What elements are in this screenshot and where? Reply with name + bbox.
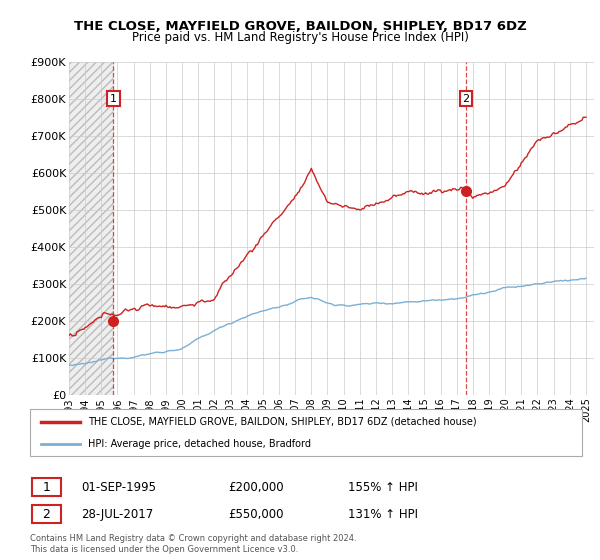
Text: Price paid vs. HM Land Registry's House Price Index (HPI): Price paid vs. HM Land Registry's House …: [131, 31, 469, 44]
FancyBboxPatch shape: [32, 478, 61, 496]
Text: 01-SEP-1995: 01-SEP-1995: [81, 480, 156, 494]
Bar: [69, 62, 113, 395]
Text: 2: 2: [43, 507, 50, 521]
Text: THE CLOSE, MAYFIELD GROVE, BAILDON, SHIPLEY, BD17 6DZ: THE CLOSE, MAYFIELD GROVE, BAILDON, SHIP…: [74, 20, 526, 32]
Text: 2: 2: [463, 94, 470, 104]
FancyBboxPatch shape: [32, 505, 61, 523]
Text: £200,000: £200,000: [228, 480, 284, 494]
Text: 131% ↑ HPI: 131% ↑ HPI: [348, 507, 418, 521]
Text: 28-JUL-2017: 28-JUL-2017: [81, 507, 153, 521]
Text: 1: 1: [110, 94, 117, 104]
Text: This data is licensed under the Open Government Licence v3.0.: This data is licensed under the Open Gov…: [30, 545, 298, 554]
Text: THE CLOSE, MAYFIELD GROVE, BAILDON, SHIPLEY, BD17 6DZ (detached house): THE CLOSE, MAYFIELD GROVE, BAILDON, SHIP…: [88, 417, 476, 427]
Bar: [69, 62, 113, 395]
Text: Contains HM Land Registry data © Crown copyright and database right 2024.: Contains HM Land Registry data © Crown c…: [30, 534, 356, 543]
Text: HPI: Average price, detached house, Bradford: HPI: Average price, detached house, Brad…: [88, 438, 311, 449]
Text: 1: 1: [43, 480, 50, 494]
FancyBboxPatch shape: [30, 409, 582, 456]
Text: £550,000: £550,000: [228, 507, 284, 521]
Text: 155% ↑ HPI: 155% ↑ HPI: [348, 480, 418, 494]
